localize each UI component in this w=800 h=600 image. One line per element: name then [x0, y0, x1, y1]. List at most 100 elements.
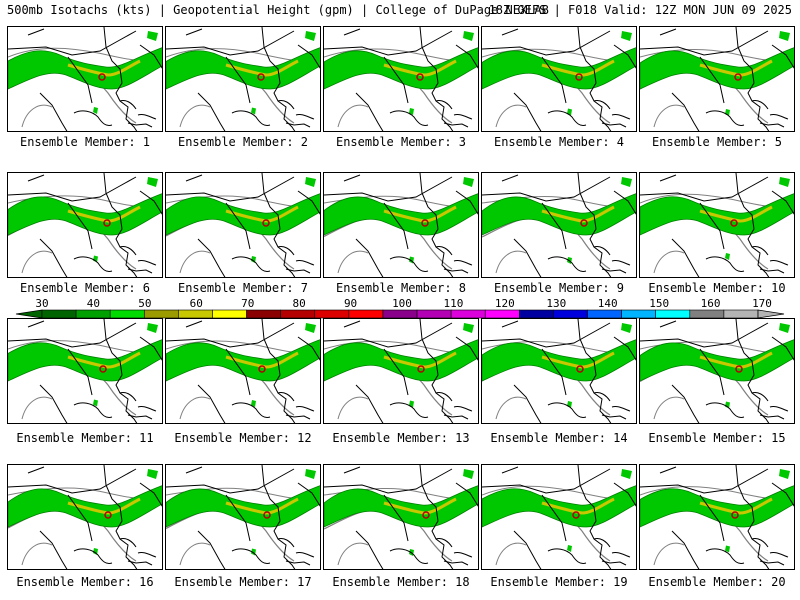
- height-contour: [179, 250, 211, 274]
- ensemble-map-panel: [481, 26, 637, 132]
- political-borders: [8, 320, 162, 396]
- height-contour: [653, 396, 685, 420]
- map-graphic: [324, 27, 478, 131]
- isotach-patch: [147, 323, 158, 333]
- isotach-maximum: [572, 511, 580, 519]
- coastline: [39, 173, 157, 277]
- caribbean-islands: [443, 268, 469, 274]
- isotach-core: [67, 205, 141, 223]
- ensemble-map-panel: [323, 26, 479, 132]
- isotach-maximum: [421, 219, 429, 227]
- isotach-patch: [305, 323, 316, 333]
- map-graphic: [8, 465, 162, 569]
- coastline: [671, 27, 789, 131]
- height-contour: [179, 542, 211, 566]
- colorbar-tick-label: 90: [344, 297, 357, 310]
- coastline: [671, 465, 789, 569]
- isotach-patch: [779, 469, 790, 479]
- caribbean-islands: [601, 268, 627, 274]
- isotach-patch: [463, 323, 474, 333]
- ensemble-map-panel: [639, 26, 795, 132]
- caribbean-islands: [759, 122, 785, 128]
- colorbar-swatch: [553, 309, 588, 319]
- ensemble-member-label: Ensemble Member: 11: [16, 431, 154, 445]
- isotach-maximum: [576, 365, 584, 373]
- map-graphic: [166, 27, 320, 131]
- isotach-patch: [779, 31, 790, 41]
- ensemble-member-label: Ensemble Member: 12: [174, 431, 312, 445]
- political-borders: [8, 28, 162, 104]
- caribbean-islands: [285, 122, 311, 128]
- isotach-patch: [463, 469, 474, 479]
- caribbean-islands: [127, 268, 153, 274]
- ensemble-member-label: Ensemble Member: 19: [490, 575, 628, 589]
- ensemble-map-panel: [323, 464, 479, 570]
- height-contour: [337, 396, 369, 420]
- ensemble-map-panel: [639, 464, 795, 570]
- isotach-core: [225, 497, 299, 515]
- isotach-maximum: [104, 511, 112, 519]
- map-graphic: [166, 173, 320, 277]
- ensemble-member-label: Ensemble Member: 5: [651, 135, 783, 149]
- colorbar-tick-label: 150: [649, 297, 669, 310]
- valid-time: 18Z GEFS | F018 Valid: 12Z MON JUN 09 20…: [488, 3, 792, 17]
- ensemble-member-label: Ensemble Member: 20: [648, 575, 786, 589]
- height-contour: [495, 250, 527, 274]
- isotach-patch: [779, 177, 790, 187]
- caribbean-islands: [759, 414, 785, 420]
- height-contour: [21, 250, 53, 274]
- height-contour: [495, 542, 527, 566]
- coastline: [355, 27, 473, 131]
- height-contour: [337, 542, 369, 566]
- colorbar-swatch: [382, 309, 418, 319]
- ensemble-map-panel: [639, 318, 795, 424]
- map-graphic: [324, 465, 478, 569]
- ensemble-map-panel: [639, 172, 795, 278]
- ensemble-member-label: Ensemble Member: 13: [332, 431, 470, 445]
- political-borders: [640, 466, 794, 542]
- colorbar-tick-label: 100: [392, 297, 412, 310]
- ensemble-map-panel: [7, 318, 163, 424]
- colorbar-swatch: [41, 309, 77, 319]
- coastline: [513, 319, 631, 423]
- ensemble-map-panel: [7, 26, 163, 132]
- colorbar-tick-label: 160: [701, 297, 721, 310]
- isotach-maximum: [730, 219, 738, 227]
- caribbean-islands: [285, 414, 311, 420]
- coastline: [197, 27, 315, 131]
- isotach-core: [67, 351, 141, 369]
- isotach-maximum: [103, 219, 111, 227]
- isotach-maximum: [580, 219, 588, 227]
- coastline: [513, 465, 631, 569]
- colorbar-tick-label: 50: [138, 297, 151, 310]
- coastline: [197, 319, 315, 423]
- coastline: [39, 319, 157, 423]
- colorbar-swatch: [314, 309, 350, 319]
- map-graphic: [482, 27, 636, 131]
- map-graphic: [640, 465, 794, 569]
- caribbean-islands: [127, 122, 153, 128]
- map-graphic: [8, 173, 162, 277]
- isotach-core: [225, 351, 299, 369]
- isotach-maximum: [731, 511, 739, 519]
- ensemble-map-panel: [481, 172, 637, 278]
- isotach-patch: [725, 253, 730, 260]
- isotach-core: [383, 205, 457, 223]
- caribbean-islands: [443, 414, 469, 420]
- isotach-patch: [463, 177, 474, 187]
- ensemble-map-panel: [481, 464, 637, 570]
- isotach-maximum: [575, 73, 583, 81]
- isotach-maximum: [258, 365, 266, 373]
- colorbar-tick-label: 170: [752, 297, 772, 310]
- colorbar-swatch: [621, 309, 657, 319]
- isotach-patch: [147, 31, 158, 41]
- height-contour: [21, 396, 53, 420]
- isotach-patch: [147, 469, 158, 479]
- height-contour: [179, 396, 211, 420]
- political-borders: [8, 174, 162, 250]
- isotach-patch: [305, 177, 316, 187]
- colorbar-swatch: [450, 309, 486, 319]
- coastline: [197, 465, 315, 569]
- isotach-core: [699, 205, 773, 223]
- map-graphic: [166, 319, 320, 423]
